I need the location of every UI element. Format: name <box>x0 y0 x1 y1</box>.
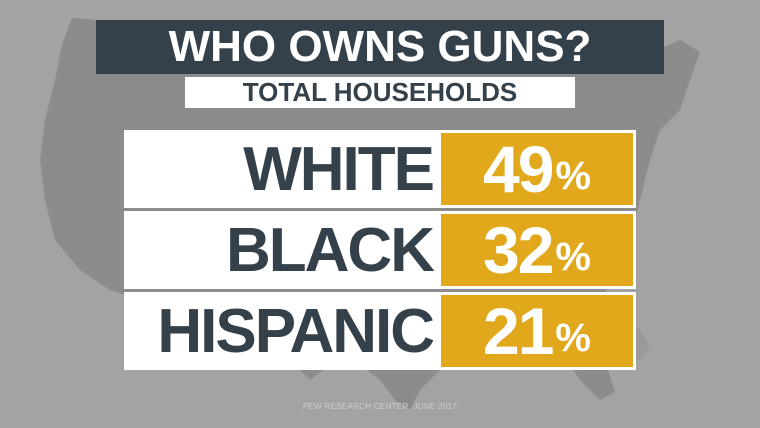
chart-subtitle: TOTAL HOUSEHOLDS <box>185 77 575 108</box>
row-label: HISPANIC <box>157 296 435 366</box>
row-black: BLACK 32% <box>124 211 636 289</box>
row-unit: % <box>555 153 591 198</box>
row-label: BLACK <box>226 215 435 285</box>
row-value-box: 21% <box>441 294 633 368</box>
chart-title: WHO OWNS GUNS? <box>96 20 664 74</box>
row-label: WHITE <box>243 134 435 204</box>
row-hispanic: HISPANIC 21% <box>124 292 636 370</box>
row-unit: % <box>555 315 591 360</box>
row-white: WHITE 49% <box>124 130 636 208</box>
row-value: 32 <box>483 213 554 287</box>
row-value-box: 32% <box>441 213 633 287</box>
row-unit: % <box>555 234 591 279</box>
row-value: 49 <box>483 132 554 206</box>
row-value-box: 49% <box>441 132 633 206</box>
source-credit: PEW RESEARCH CENTER, JUNE 2017 <box>302 402 458 411</box>
row-value: 21 <box>483 294 554 368</box>
